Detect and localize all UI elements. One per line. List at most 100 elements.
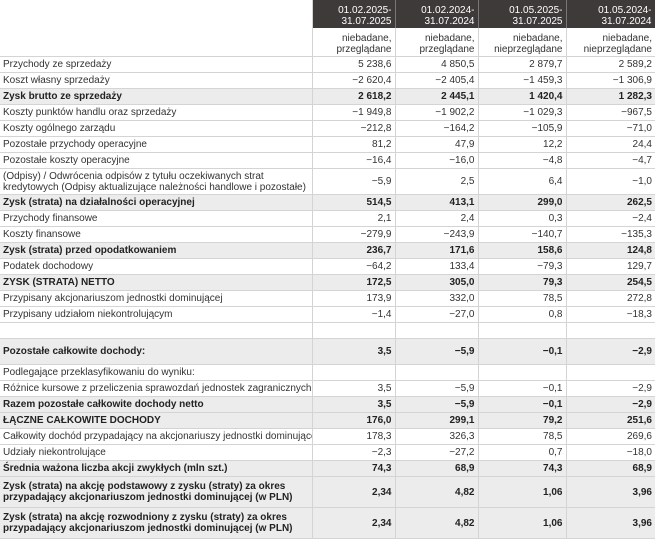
- table-row: [0, 322, 655, 339]
- row-value: 0,7: [478, 444, 567, 461]
- table-row: Zysk (strata) na akcję rozwodniony z zys…: [0, 507, 655, 539]
- table-row: Zysk (strata) na działalności operacyjne…: [0, 194, 655, 211]
- row-value: 272,8: [566, 290, 655, 307]
- row-value: 262,5: [566, 194, 655, 211]
- table-row: Koszty ogólnego zarządu −212,8 −164,2 −105,…: [0, 120, 655, 137]
- row-label: Przychody ze sprzedaży: [0, 56, 313, 73]
- row-value: −4,7: [566, 152, 655, 169]
- row-value: −0,1: [478, 380, 567, 397]
- table-row: Pozostałe koszty operacyjne −16,4 −16,0 −4,…: [0, 152, 655, 169]
- row-value: 171,6: [395, 242, 479, 259]
- row-value: 6,4: [478, 168, 567, 195]
- row-value: 172,5: [312, 274, 396, 291]
- row-value: 2,34: [312, 507, 396, 539]
- row-value: −1 459,3: [478, 72, 567, 89]
- table-row: Zysk (strata) na akcję podstawowy z zysk…: [0, 476, 655, 508]
- table-row: Przypisany udziałom niekontrolującym −1,4…: [0, 306, 655, 323]
- row-label: Pozostałe całkowite dochody:: [0, 338, 313, 365]
- row-value: 236,7: [312, 242, 396, 259]
- row-label: Podatek dochodowy: [0, 258, 313, 275]
- row-label: Zysk (strata) na akcję rozwodniony z zys…: [0, 507, 313, 539]
- row-value: [312, 364, 396, 381]
- row-value: −2 620,4: [312, 72, 396, 89]
- row-value: 0,3: [478, 210, 567, 227]
- row-label: Zysk brutto ze sprzedaży: [0, 88, 313, 105]
- row-value: 79,2: [478, 412, 567, 429]
- table-row: Koszt własny sprzedaży −2 620,4 −2 405,4 −1…: [0, 72, 655, 89]
- row-value: −1 902,2: [395, 104, 479, 121]
- row-value: 0,8: [478, 306, 567, 323]
- row-label: Koszty punktów handlu oraz sprzedaży: [0, 104, 313, 121]
- audit-status: niebadane, przeglądane: [312, 28, 396, 57]
- row-label: Przypisany akcjonariuszom jednostki domi…: [0, 290, 313, 307]
- table-row: ZYSK (STRATA) NETTO 172,5 305,0 79,3 254,5: [0, 274, 655, 291]
- row-value: 3,5: [312, 396, 396, 413]
- row-value: 4 850,5: [395, 56, 479, 73]
- row-value: 2,5: [395, 168, 479, 195]
- row-value: 299,0: [478, 194, 567, 211]
- row-value: 2,4: [395, 210, 479, 227]
- row-label: Zysk (strata) na akcję podstawowy z zysk…: [0, 476, 313, 508]
- row-value: 2,1: [312, 210, 396, 227]
- row-label: Koszty finansowe: [0, 226, 313, 243]
- row-value: 158,6: [478, 242, 567, 259]
- row-value: 24,4: [566, 136, 655, 153]
- table-row: Pozostałe przychody operacyjne 81,2 47,9 12…: [0, 136, 655, 153]
- table-row: Podatek dochodowy −64,2 133,4 −79,3 129,7: [0, 258, 655, 275]
- row-value: −79,3: [478, 258, 567, 275]
- row-value: 12,2: [478, 136, 567, 153]
- row-value: −2,4: [566, 210, 655, 227]
- row-label: Koszt własny sprzedaży: [0, 72, 313, 89]
- row-value: −164,2: [395, 120, 479, 137]
- row-value: −5,9: [395, 380, 479, 397]
- row-value: 4,82: [395, 507, 479, 539]
- table-row: (Odpisy) / Odwrócenia odpisów z tytułu o…: [0, 168, 655, 195]
- row-value: 78,5: [478, 428, 567, 445]
- period-header: 01.02.2025-31.07.2025: [312, 0, 396, 28]
- table-row: Koszty finansowe −279,9 −243,9 −140,7 −135,3: [0, 226, 655, 243]
- header-corner: [0, 0, 313, 28]
- row-label: Przychody finansowe: [0, 210, 313, 227]
- row-value: −1 306,9: [566, 72, 655, 89]
- table-row: Podlegające przeklasyfikowaniu do wyniku…: [0, 364, 655, 381]
- table-row: Całkowity dochód przypadający na akcjona…: [0, 428, 655, 445]
- row-value: [395, 364, 479, 381]
- row-value: 173,9: [312, 290, 396, 307]
- row-value: −1,0: [566, 168, 655, 195]
- row-value: −0,1: [478, 338, 567, 365]
- table-row: Pozostałe całkowite dochody: 3,5 −5,9 −0,1−…: [0, 338, 655, 365]
- row-value: [395, 322, 479, 339]
- row-value: −2,9: [566, 396, 655, 413]
- table-row: Przychody ze sprzedaży 5 238,6 4 850,5 2 87…: [0, 56, 655, 73]
- row-value: 254,5: [566, 274, 655, 291]
- row-value: 2 445,1: [395, 88, 479, 105]
- row-value: −967,5: [566, 104, 655, 121]
- row-value: 326,3: [395, 428, 479, 445]
- table-row: Średnia ważona liczba akcji zwykłych (ml…: [0, 460, 655, 477]
- table-row: Różnice kursowe z przeliczenia sprawozda…: [0, 380, 655, 397]
- row-value: −27,2: [395, 444, 479, 461]
- row-value: −5,9: [395, 338, 479, 365]
- row-value: 78,5: [478, 290, 567, 307]
- row-value: −1,4: [312, 306, 396, 323]
- row-value: 2,34: [312, 476, 396, 508]
- row-value: 47,9: [395, 136, 479, 153]
- row-label: Przypisany udziałom niekontrolującym: [0, 306, 313, 323]
- row-value: 2 618,2: [312, 88, 396, 105]
- row-value: 1 282,3: [566, 88, 655, 105]
- row-value: 5 238,6: [312, 56, 396, 73]
- row-value: 81,2: [312, 136, 396, 153]
- row-value: 305,0: [395, 274, 479, 291]
- row-value: 124,8: [566, 242, 655, 259]
- row-value: [312, 322, 396, 339]
- row-value: 79,3: [478, 274, 567, 291]
- row-value: 129,7: [566, 258, 655, 275]
- row-label: [0, 322, 313, 339]
- table-row: Zysk (strata) przed opodatkowaniem 236,7 1…: [0, 242, 655, 259]
- row-value: 68,9: [566, 460, 655, 477]
- row-value: −5,9: [312, 168, 396, 195]
- row-value: 3,96: [566, 476, 655, 508]
- row-value: −135,3: [566, 226, 655, 243]
- row-value: −140,7: [478, 226, 567, 243]
- row-value: [566, 364, 655, 381]
